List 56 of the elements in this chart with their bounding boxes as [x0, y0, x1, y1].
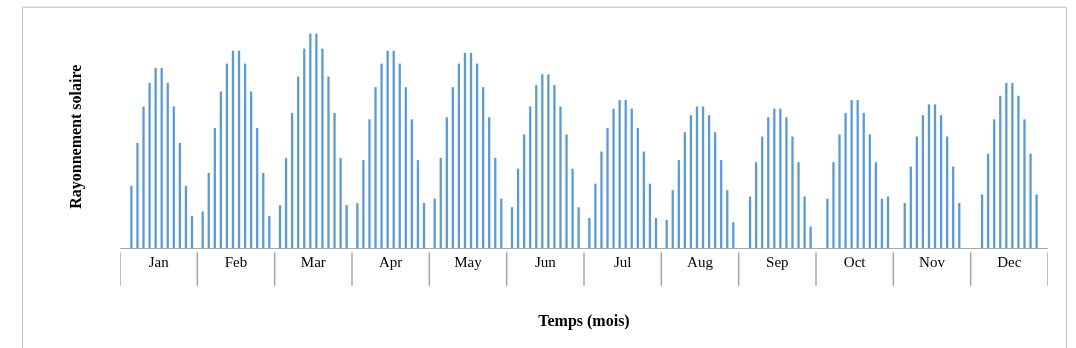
bar [826, 198, 829, 248]
x-tick-label: Jun [534, 254, 557, 270]
bar [333, 112, 336, 248]
x-tick-label: Nov [919, 254, 946, 270]
bar [327, 76, 330, 248]
bar [850, 100, 853, 248]
bar [1029, 153, 1032, 248]
bar [315, 33, 318, 248]
bar [321, 48, 324, 248]
x-tick-label: Sep [766, 254, 789, 270]
bar [618, 100, 621, 248]
bar [136, 142, 139, 248]
bar [1017, 95, 1020, 248]
bar [797, 162, 800, 248]
x-axis-title: Temps (mois) [538, 311, 630, 330]
bar [600, 151, 603, 248]
x-tick-label: Oct [843, 254, 867, 270]
bar [779, 108, 782, 248]
bar [594, 183, 597, 248]
bar [547, 74, 550, 248]
bar [565, 134, 568, 248]
bar [606, 127, 609, 248]
bar [380, 63, 383, 248]
bar [368, 119, 371, 248]
bar [154, 67, 157, 248]
x-tick-label: May [454, 254, 483, 270]
x-tick-label: Apr [379, 254, 403, 270]
bar [559, 106, 562, 248]
bar [838, 134, 841, 248]
bar [362, 160, 365, 248]
bar [1035, 194, 1038, 248]
bar [571, 168, 574, 248]
bar [1023, 119, 1026, 248]
bar [356, 202, 359, 248]
x-tick-label: Dec [997, 254, 1022, 270]
bar [803, 196, 806, 248]
bar [844, 112, 847, 248]
bar [148, 82, 151, 248]
bar [832, 162, 835, 248]
bar [1011, 82, 1014, 248]
bar [339, 157, 342, 248]
bar [588, 217, 591, 248]
bar [553, 85, 556, 248]
bar [785, 117, 788, 248]
bar [612, 108, 615, 248]
bar [142, 106, 145, 248]
x-tick-label: Jan [148, 254, 170, 270]
bar [130, 185, 133, 248]
bar [386, 50, 389, 248]
x-tick-label: Feb [224, 254, 248, 270]
y-axis-title: Rayonnement solaire [66, 64, 85, 209]
bar [791, 136, 794, 248]
x-tick-label: Mar [300, 254, 326, 270]
x-tick-label: Jul [613, 254, 632, 270]
x-tick-label: Aug [687, 254, 714, 270]
bar [374, 87, 377, 248]
